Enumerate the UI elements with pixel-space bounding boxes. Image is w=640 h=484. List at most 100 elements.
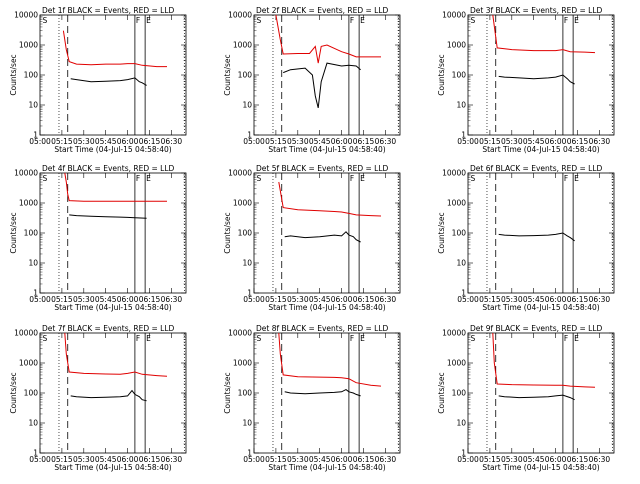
marker-label-f: F xyxy=(350,174,354,183)
x-tick-label: 06:15 xyxy=(139,455,161,464)
x-tick-label: 05:30 xyxy=(73,295,95,304)
marker-label-s: S xyxy=(42,174,47,183)
y-tick-label: 100 xyxy=(238,229,253,238)
x-axis-label: Start Time (04-Jul-15 04:58:40) xyxy=(482,463,599,472)
y-tick-label: 10000 xyxy=(442,11,466,20)
x-tick-label: 06:30 xyxy=(589,455,611,464)
series-events-line xyxy=(498,74,575,85)
plot-frame xyxy=(467,14,615,136)
marker-label-f: F xyxy=(564,174,568,183)
y-tick-label: 10000 xyxy=(228,169,252,178)
x-tick-label: 06:00 xyxy=(545,455,567,464)
x-tick-label: 05:30 xyxy=(73,455,95,464)
x-tick-label: 05:45 xyxy=(309,455,331,464)
x-tick-label: 05:30 xyxy=(287,295,309,304)
x-tick-label: 05:15 xyxy=(265,137,287,146)
marker-label-e: E xyxy=(574,334,579,343)
y-tick-label: 1000 xyxy=(447,199,466,208)
series-lld-line xyxy=(62,30,167,68)
marker-label-e: E xyxy=(146,174,151,183)
marker-label-f: F xyxy=(136,334,140,343)
x-axis-label: Start Time (04-Jul-15 04:58:40) xyxy=(54,145,171,154)
x-tick-label: 05:45 xyxy=(309,295,331,304)
marker-label-e: E xyxy=(360,16,365,25)
y-tick-label: 1000 xyxy=(233,41,252,50)
y-tick-label: 10 xyxy=(456,259,466,268)
marker-label-s: S xyxy=(470,334,475,343)
series-events-line xyxy=(498,232,575,242)
x-tick-label: 05:00 xyxy=(243,137,265,146)
x-tick-label: 06:30 xyxy=(375,455,397,464)
marker-label-e: E xyxy=(146,334,151,343)
y-tick-label: 1000 xyxy=(447,41,466,50)
marker-label-s: S xyxy=(470,174,475,183)
plot-panel-5: Det 5f BLACK = Events, RED = LLD 1 10 100 10… xyxy=(223,164,401,312)
x-tick-label: 06:15 xyxy=(139,295,161,304)
x-axis-label: Start Time (04-Jul-15 04:58:40) xyxy=(482,145,599,154)
series-lld-line xyxy=(64,332,168,377)
x-tick-label: 06:15 xyxy=(353,295,375,304)
series-lld-line xyxy=(64,172,167,202)
y-tick-label: 1000 xyxy=(447,359,466,368)
marker-label-s: S xyxy=(42,334,47,343)
marker-label-s: S xyxy=(470,16,475,25)
y-tick-label: 100 xyxy=(24,389,39,398)
y-tick-label: 1000 xyxy=(233,359,252,368)
plot-title: Det 7f BLACK = Events, RED = LLD xyxy=(42,324,175,333)
x-tick-label: 05:30 xyxy=(501,455,523,464)
plot-frame xyxy=(467,332,615,454)
y-tick-label: 100 xyxy=(452,389,467,398)
y-tick-label: 1000 xyxy=(19,359,38,368)
x-tick-label: 06:00 xyxy=(331,295,353,304)
y-tick-label: 10000 xyxy=(14,169,38,178)
x-tick-label: 05:45 xyxy=(95,137,117,146)
series-lld-line xyxy=(492,332,596,388)
y-tick-label: 10 xyxy=(242,259,252,268)
series-lld-line xyxy=(275,14,381,64)
marker-label-f: F xyxy=(564,16,568,25)
y-tick-label: 10 xyxy=(28,101,38,110)
x-tick-label: 06:00 xyxy=(331,455,353,464)
series-events-line xyxy=(70,77,147,86)
marker-label-f: F xyxy=(350,334,354,343)
x-tick-label: 05:00 xyxy=(29,295,51,304)
y-tick-label: 10 xyxy=(242,419,252,428)
y-tick-label: 100 xyxy=(24,71,39,80)
x-tick-label: 06:00 xyxy=(117,455,139,464)
marker-label-f: F xyxy=(136,16,140,25)
x-tick-label: 05:30 xyxy=(287,455,309,464)
y-tick-label: 1000 xyxy=(19,199,38,208)
plot-frame xyxy=(467,172,615,294)
x-tick-label: 06:15 xyxy=(139,137,161,146)
marker-label-e: E xyxy=(360,334,365,343)
y-tick-label: 100 xyxy=(238,389,253,398)
x-tick-label: 06:15 xyxy=(567,455,589,464)
marker-label-s: S xyxy=(256,334,261,343)
x-tick-label: 05:15 xyxy=(479,295,501,304)
plot-panel-2: Det 2f BLACK = Events, RED = LLD 1 10 100 10… xyxy=(223,6,401,154)
y-axis-label: Counts/sec xyxy=(223,372,232,413)
plot-frame xyxy=(253,14,401,136)
x-tick-label: 05:45 xyxy=(523,137,545,146)
y-tick-label: 1 xyxy=(461,131,466,140)
x-tick-label: 06:30 xyxy=(375,137,397,146)
x-tick-label: 05:45 xyxy=(95,455,117,464)
y-axis-label: Counts/sec xyxy=(223,212,232,253)
y-axis-label: Counts/sec xyxy=(9,54,18,95)
plot-title: Det 3f BLACK = Events, RED = LLD xyxy=(470,6,603,15)
y-tick-label: 1 xyxy=(247,289,252,298)
plot-title: Det 5f BLACK = Events, RED = LLD xyxy=(256,164,389,173)
plot-title: Det 9f BLACK = Events, RED = LLD xyxy=(470,324,603,333)
plot-panel-1: Det 1f BLACK = Events, RED = LLD 1 10 100 10… xyxy=(9,6,187,154)
x-tick-label: 05:45 xyxy=(523,295,545,304)
marker-label-s: S xyxy=(256,16,261,25)
marker-label-s: S xyxy=(256,174,261,183)
y-tick-label: 100 xyxy=(238,71,253,80)
x-tick-label: 05:30 xyxy=(501,137,523,146)
y-tick-label: 1 xyxy=(461,289,466,298)
y-tick-label: 1 xyxy=(33,449,38,458)
y-tick-label: 1000 xyxy=(19,41,38,50)
x-tick-label: 06:30 xyxy=(375,295,397,304)
